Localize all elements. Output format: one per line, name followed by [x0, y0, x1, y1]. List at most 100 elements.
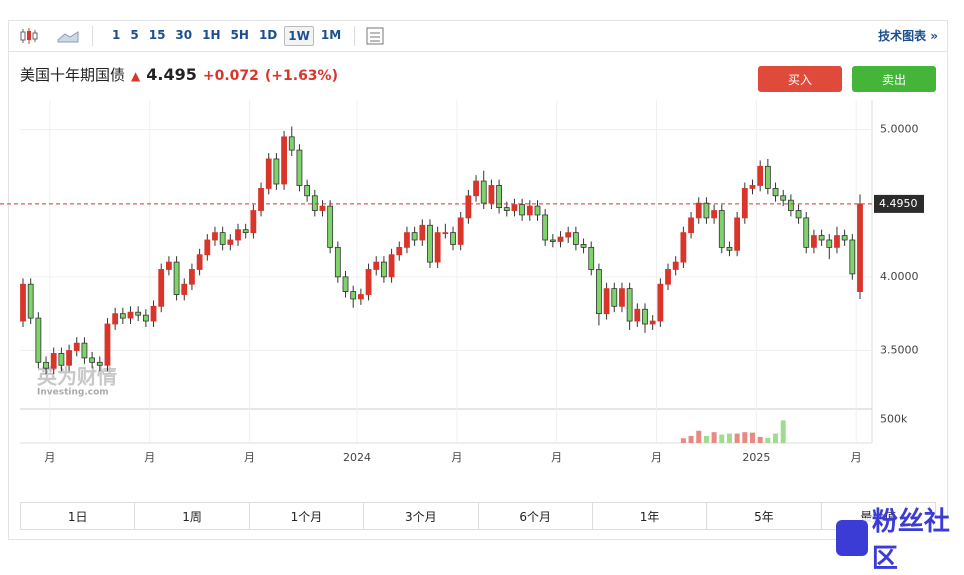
volume-bar: [696, 430, 702, 443]
volume-bar: [711, 432, 717, 443]
buy-button[interactable]: 买入: [758, 66, 842, 92]
candle-body: [427, 224, 433, 263]
price-tag: [874, 194, 924, 213]
candle-body: [695, 202, 702, 219]
candle-body: [734, 217, 741, 251]
instrument-header: 美国十年期国债 ▲ 4.495 +0.072 (+1.63%): [20, 64, 338, 85]
candle-body: [780, 195, 787, 201]
watermark-sub: Investing.com: [37, 388, 109, 398]
candle-body: [219, 232, 226, 245]
candle-body: [212, 232, 218, 241]
range-tab[interactable]: 1日: [21, 503, 136, 529]
x-tick-label: 月: [44, 451, 55, 464]
candle-body: [388, 254, 395, 278]
candle-body: [841, 235, 848, 241]
candle-body: [250, 210, 257, 234]
candle-body: [519, 204, 526, 216]
candle-body: [465, 195, 472, 219]
candle-body: [20, 283, 26, 322]
candle-body: [419, 224, 426, 241]
technical-chart-link[interactable]: 技术图表 »: [878, 29, 938, 43]
candle-body: [119, 313, 126, 319]
area-icon[interactable]: [56, 26, 82, 46]
price-tag-label: 4.4950: [879, 197, 918, 210]
candle-body: [204, 239, 211, 256]
range-tab[interactable]: 5年: [707, 503, 822, 529]
candle-body: [81, 342, 88, 359]
range-tab[interactable]: 3个月: [364, 503, 479, 529]
interval-button[interactable]: 15: [148, 27, 166, 42]
range-tab[interactable]: 1年: [593, 503, 708, 529]
candle-body: [572, 232, 579, 245]
candle-body: [127, 311, 134, 319]
candle-body: [135, 311, 142, 316]
interval-button[interactable]: 1W: [284, 25, 314, 46]
interval-button[interactable]: 1D: [258, 27, 278, 42]
interval-button[interactable]: 30: [175, 27, 193, 42]
candle-body: [150, 305, 157, 322]
candle-body: [619, 288, 625, 307]
volume-bar: [780, 420, 786, 443]
range-tab[interactable]: 1个月: [250, 503, 365, 529]
calendar-icon[interactable]: [365, 26, 385, 46]
range-tab[interactable]: 6个月: [479, 503, 593, 529]
candle-body: [450, 232, 456, 245]
interval-button[interactable]: 1: [112, 27, 121, 42]
candle-body: [818, 235, 825, 241]
candle-body: [319, 205, 326, 211]
candle-body: [642, 308, 648, 325]
interval-button[interactable]: 5: [130, 27, 139, 42]
candle-body: [342, 276, 349, 292]
candle-body: [603, 288, 610, 315]
candle-body: [795, 210, 802, 219]
candle-body: [43, 361, 49, 369]
candle-body: [534, 205, 541, 216]
candle-body: [334, 246, 341, 278]
x-tick-label: 月: [851, 451, 862, 464]
candle-body: [181, 283, 188, 295]
candle-body: [442, 232, 449, 235]
candle-body: [296, 149, 303, 186]
interval-button[interactable]: 1H: [202, 27, 221, 42]
range-tab[interactable]: 1周: [135, 503, 250, 529]
candle-body: [803, 217, 810, 248]
candle-body: [611, 288, 618, 307]
candle-body: [626, 288, 633, 322]
candle-body: [35, 317, 42, 363]
candle-body: [549, 239, 556, 242]
separator: [92, 25, 93, 46]
sell-button[interactable]: 卖出: [852, 66, 936, 92]
price: 4.495: [146, 65, 197, 84]
candle-body: [749, 185, 756, 189]
chart-card: [8, 20, 948, 540]
candle-body: [173, 261, 180, 295]
candle-body: [73, 342, 80, 351]
candle-body: [680, 232, 687, 263]
up-arrow: ▲: [131, 69, 141, 83]
interval-button[interactable]: 1M: [320, 27, 342, 42]
candle-body: [857, 203, 863, 292]
x-tick-label: 2025: [742, 451, 770, 464]
candle-body: [242, 229, 249, 234]
candle-body: [112, 313, 119, 325]
candle-body: [357, 294, 364, 300]
candle-body: [404, 232, 410, 248]
candle-body: [726, 246, 733, 251]
x-tick-label: 月: [144, 451, 155, 464]
candle-body: [273, 158, 280, 185]
candle-body: [189, 269, 195, 285]
candle-body: [227, 239, 234, 245]
badge-text: 粉丝社区: [871, 507, 950, 574]
candle-body: [703, 202, 710, 219]
candle-body: [826, 239, 833, 248]
candle-body: [350, 291, 357, 300]
candle-body: [503, 207, 510, 211]
candle-body: [649, 320, 656, 325]
candle-body: [104, 323, 111, 366]
candle-body: [496, 185, 502, 208]
candle-body: [411, 232, 418, 241]
interval-button[interactable]: 5H: [230, 27, 249, 42]
candle-icon[interactable]: [18, 26, 40, 46]
volume-bar: [680, 438, 686, 443]
volume-bar: [765, 437, 771, 443]
